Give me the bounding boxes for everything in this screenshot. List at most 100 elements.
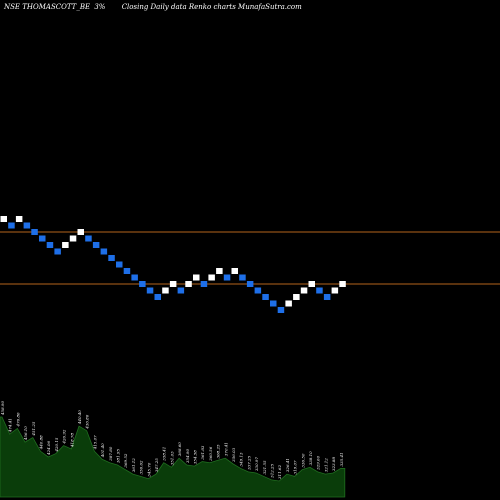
renko-brick — [293, 294, 300, 300]
renko-brick — [116, 261, 123, 268]
renko-brick — [77, 229, 84, 235]
volume-label: 336.50 — [300, 453, 305, 467]
renko-brick — [162, 287, 169, 294]
volume-label: 311.62 — [277, 465, 282, 479]
renko-brick — [54, 248, 61, 255]
volume-label: 312.25 — [270, 463, 275, 477]
renko-brick — [216, 268, 223, 274]
volume-label: 337.25 — [246, 455, 251, 469]
renko-brick — [31, 229, 38, 235]
renko-brick — [308, 281, 315, 287]
volume-label: 321.12 — [323, 458, 328, 472]
renko-brick — [146, 287, 154, 294]
renko-brick — [200, 281, 208, 287]
volume-label: 347.25 — [154, 458, 159, 472]
volume-label: 323.88 — [331, 457, 336, 471]
renko-brick — [0, 216, 7, 222]
renko-brick — [131, 274, 138, 281]
chart-header: NSE THOMASCOTT_BE 3% Closing Daily data … — [3, 3, 302, 11]
renko-brick — [92, 242, 100, 248]
renko-brick — [208, 274, 215, 281]
volume-label: 381.95 — [116, 449, 121, 463]
volume-label: 368.60 — [177, 442, 182, 456]
volume-label: 451.25 — [31, 421, 36, 436]
volume-label: 474.41 — [8, 418, 13, 433]
renko-brick — [177, 287, 185, 294]
volume-label: 358.41 — [162, 447, 167, 461]
volume-label: 415.07 — [92, 435, 97, 450]
renko-brick — [331, 287, 339, 294]
volume-label: 361.83 — [200, 445, 205, 459]
renko-brick — [277, 307, 285, 313]
volume-label: 354.90 — [185, 449, 190, 463]
renko-brick — [85, 235, 92, 242]
renko-brick — [254, 287, 262, 294]
volume-label: 458.90 — [0, 401, 5, 416]
renko-brick — [108, 255, 115, 261]
volume-label: 436.86 — [85, 414, 90, 429]
volume-label: 321.55 — [262, 460, 267, 474]
renko-brick — [285, 300, 292, 307]
volume-label: 368.25 — [216, 444, 221, 458]
volume-area-path — [0, 416, 346, 498]
volume-label: 335.41 — [339, 452, 344, 466]
volume-label: 345.70 — [146, 462, 151, 476]
volume-label: 387.80 — [108, 446, 113, 460]
renko-brick — [23, 222, 31, 229]
volume-label: 356.03 — [231, 447, 236, 461]
renko-brick — [323, 294, 331, 300]
volume-label: 420.15 — [54, 437, 59, 452]
renko-brick — [246, 281, 254, 287]
renko-brick — [46, 242, 54, 248]
box-size-label: 3% — [94, 3, 105, 11]
renko-brick — [123, 268, 131, 274]
volume-label: 401.40 — [100, 443, 105, 458]
renko-brick — [15, 216, 23, 222]
symbol-label: NSE THOMASCOTT_BE — [3, 3, 90, 11]
volume-label: 440.40 — [77, 410, 82, 425]
renko-brick — [316, 287, 323, 294]
renko-brick — [300, 287, 308, 294]
renko-brick — [262, 294, 269, 300]
volume-label: 361.12 — [131, 458, 136, 472]
volume-label: 349.13 — [239, 452, 244, 466]
renko-brick — [339, 281, 346, 287]
volume-label: 338.10 — [308, 451, 313, 465]
renko-brick — [69, 235, 77, 242]
renko-bricks — [0, 216, 346, 313]
volume-label: 369.52 — [123, 453, 128, 467]
volume-label: 426.92 — [62, 429, 67, 444]
renko-brick — [239, 274, 246, 281]
volume-label: 440.88 — [39, 435, 44, 450]
volume-area — [0, 416, 346, 498]
renko-brick — [154, 294, 161, 300]
volume-label: 319.07 — [293, 460, 298, 474]
renko-brick — [39, 235, 46, 242]
volume-label: 326.41 — [285, 458, 290, 472]
renko-brick — [139, 281, 146, 287]
renko-brick — [100, 248, 108, 255]
volume-label: 370.41 — [223, 442, 228, 456]
volume-label: 330.97 — [254, 457, 259, 471]
volume-label: 356.62 — [139, 460, 144, 474]
renko-brick — [270, 300, 277, 307]
description-label: Closing Daily data Renko charts MunafaSu… — [122, 3, 302, 11]
volume-label: 329.60 — [316, 455, 321, 469]
renko-brick — [62, 242, 69, 248]
volume-label: 351.03 — [169, 451, 174, 465]
volume-label: 476.86 — [15, 412, 20, 427]
renko-brick — [8, 222, 15, 229]
volume-label: 424.06 — [46, 441, 51, 456]
volume-label: 456.10 — [23, 426, 28, 441]
renko-brick — [193, 274, 200, 281]
renko-brick — [169, 281, 177, 287]
volume-label: 418.78 — [69, 433, 74, 448]
volume-label: 354.58 — [193, 450, 198, 464]
renko-brick — [231, 268, 238, 274]
renko-brick — [223, 274, 231, 281]
renko-brick — [185, 281, 192, 287]
volume-label: 360.56 — [208, 446, 213, 460]
